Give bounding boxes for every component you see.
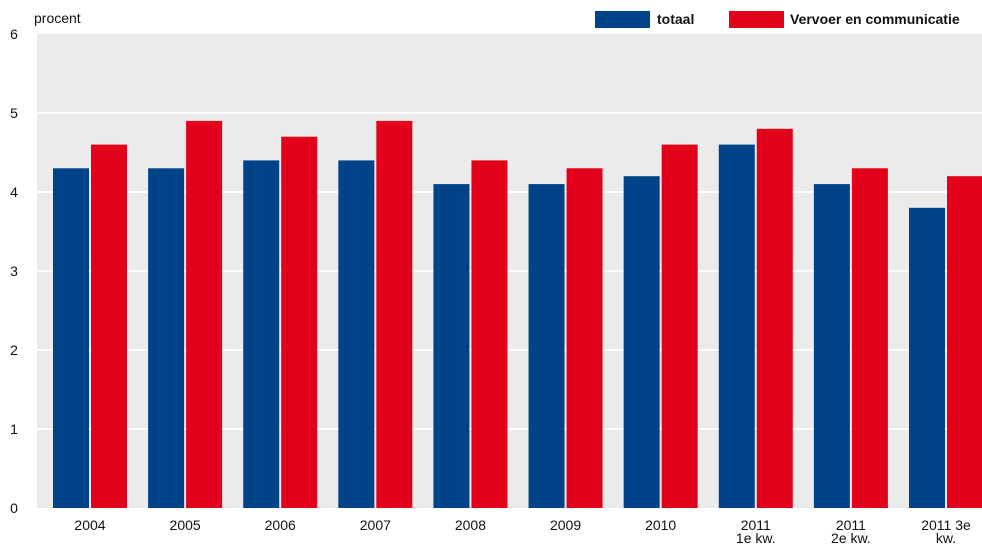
bar-vervoer-en-communicatie bbox=[947, 176, 982, 508]
x-tick-label: 2011 bbox=[741, 517, 771, 533]
bar-totaal bbox=[909, 207, 945, 509]
legend-label-vervoer-en-communicatie: Vervoer en communicatie bbox=[790, 11, 960, 27]
x-tick-label: 2009 bbox=[550, 517, 581, 533]
bar-totaal bbox=[53, 168, 89, 509]
bar-vervoer-en-communicatie bbox=[471, 160, 508, 508]
bar-totaal bbox=[243, 160, 280, 508]
y-tick-label: 0 bbox=[10, 500, 18, 516]
x-tick-label: kw. bbox=[936, 530, 956, 546]
bar-vervoer-en-communicatie bbox=[186, 120, 223, 509]
y-tick-label: 1 bbox=[10, 421, 18, 437]
bar-vervoer-en-communicatie bbox=[91, 144, 127, 508]
y-tick-label: 5 bbox=[10, 105, 18, 121]
x-tick-label: 2011 bbox=[836, 517, 866, 533]
y-tick-label: 6 bbox=[10, 26, 18, 42]
y-tick-label: 3 bbox=[10, 263, 18, 279]
bar-totaal bbox=[433, 184, 470, 508]
bar-vervoer-en-communicatie bbox=[756, 128, 793, 509]
bar-totaal bbox=[813, 184, 850, 508]
bars bbox=[53, 120, 982, 509]
x-tick-label: 2004 bbox=[74, 517, 105, 533]
x-tick-label: 2e kw. bbox=[831, 530, 871, 546]
bar-totaal bbox=[623, 176, 660, 508]
y-axis-ticks: 0 1 2 3 4 5 6 bbox=[10, 26, 18, 516]
bar-totaal bbox=[718, 144, 755, 508]
y-axis-unit-label: procent bbox=[34, 10, 81, 26]
y-tick-label: 2 bbox=[10, 342, 18, 358]
bar-vervoer-en-communicatie bbox=[851, 168, 888, 509]
bar-vervoer-en-communicatie bbox=[376, 120, 413, 509]
legend-label-totaal: totaal bbox=[657, 11, 694, 27]
x-tick-label: 2011 3e bbox=[921, 517, 971, 533]
x-tick-label: 2007 bbox=[360, 517, 391, 533]
bar-totaal bbox=[148, 168, 185, 509]
bar-vervoer-en-communicatie bbox=[566, 168, 603, 509]
legend-swatch-totaal bbox=[595, 11, 650, 28]
bar-vervoer-en-communicatie bbox=[661, 144, 698, 508]
legend: totaal Vervoer en communicatie bbox=[595, 11, 960, 28]
x-tick-label: 2005 bbox=[170, 517, 201, 533]
x-tick-label: 2008 bbox=[455, 517, 486, 533]
bar-vervoer-en-communicatie bbox=[281, 136, 318, 508]
y-tick-label: 4 bbox=[10, 184, 18, 200]
x-tick-label: 2006 bbox=[265, 517, 296, 533]
x-tick-label: 1e kw. bbox=[736, 530, 776, 546]
bar-totaal bbox=[528, 184, 565, 508]
bar-totaal bbox=[338, 160, 375, 508]
x-tick-label: 2010 bbox=[645, 517, 676, 533]
legend-swatch-vervoer-en-communicatie bbox=[729, 11, 784, 28]
